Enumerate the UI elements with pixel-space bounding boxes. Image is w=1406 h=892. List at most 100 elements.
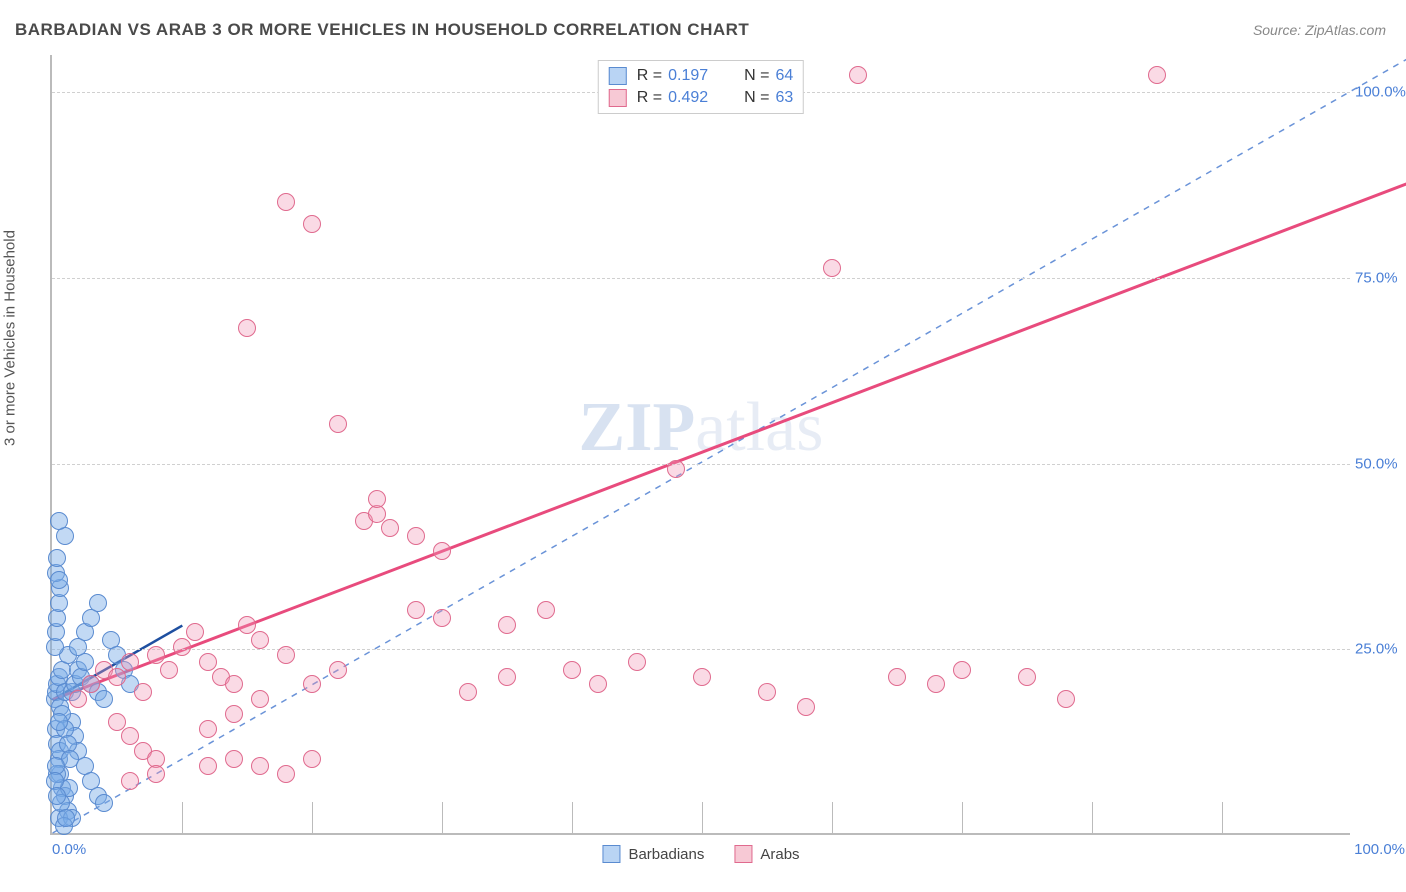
x-end-label: 100.0% xyxy=(1354,841,1405,858)
data-point xyxy=(1018,668,1036,686)
data-point xyxy=(459,683,477,701)
data-point xyxy=(50,571,68,589)
data-point xyxy=(199,653,217,671)
watermark: ZIPatlas xyxy=(579,388,824,468)
data-point xyxy=(225,750,243,768)
data-point xyxy=(927,675,945,693)
data-point xyxy=(563,661,581,679)
data-point xyxy=(95,794,113,812)
data-point xyxy=(251,631,269,649)
legend-row-barbadians: R = 0.197 N = 64 xyxy=(609,65,793,87)
data-point xyxy=(407,601,425,619)
x-tick xyxy=(572,802,573,833)
data-point xyxy=(225,675,243,693)
data-point xyxy=(303,215,321,233)
series-legend: Barbadians Arabs xyxy=(602,845,799,863)
r-label: R = xyxy=(637,67,662,85)
data-point xyxy=(69,690,87,708)
chart-title: BARBADIAN VS ARAB 3 OR MORE VEHICLES IN … xyxy=(15,20,749,40)
data-point xyxy=(407,527,425,545)
data-point xyxy=(498,616,516,634)
data-point xyxy=(628,653,646,671)
x-tick xyxy=(442,802,443,833)
data-point xyxy=(108,713,126,731)
data-point xyxy=(173,638,191,656)
data-point xyxy=(381,519,399,537)
y-tick-label: 25.0% xyxy=(1355,641,1406,658)
y-tick-label: 75.0% xyxy=(1355,269,1406,286)
data-point xyxy=(225,705,243,723)
data-point xyxy=(238,616,256,634)
data-point xyxy=(303,750,321,768)
y-tick-label: 50.0% xyxy=(1355,455,1406,472)
x-tick xyxy=(182,802,183,833)
data-point xyxy=(953,661,971,679)
data-point xyxy=(329,661,347,679)
barbadians-swatch-icon xyxy=(602,845,620,863)
data-point xyxy=(147,765,165,783)
data-point xyxy=(823,259,841,277)
data-point xyxy=(849,66,867,84)
arabs-swatch-icon xyxy=(734,845,752,863)
source-label: Source: ZipAtlas.com xyxy=(1253,22,1386,38)
gridline xyxy=(52,649,1350,650)
r-value-arabs: 0.492 xyxy=(668,89,728,107)
data-point xyxy=(50,713,68,731)
data-point xyxy=(199,757,217,775)
data-point xyxy=(277,646,295,664)
data-point xyxy=(277,193,295,211)
n-label: N = xyxy=(744,67,769,85)
legend-label-barbadians: Barbadians xyxy=(628,846,704,863)
legend-label-arabs: Arabs xyxy=(760,846,799,863)
data-point xyxy=(329,415,347,433)
watermark-zip: ZIP xyxy=(579,389,696,466)
x-tick xyxy=(832,802,833,833)
data-point xyxy=(95,690,113,708)
data-point xyxy=(251,757,269,775)
data-point xyxy=(82,675,100,693)
data-point xyxy=(160,661,178,679)
data-point xyxy=(238,319,256,337)
data-point xyxy=(199,720,217,738)
arabs-swatch-icon xyxy=(609,89,627,107)
trend-lines-svg xyxy=(52,55,1350,833)
r-value-barbadians: 0.197 xyxy=(668,67,728,85)
data-point xyxy=(537,601,555,619)
data-point xyxy=(1057,690,1075,708)
data-point xyxy=(48,549,66,567)
data-point xyxy=(121,653,139,671)
data-point xyxy=(693,668,711,686)
barbadians-swatch-icon xyxy=(609,67,627,85)
data-point xyxy=(121,772,139,790)
data-point xyxy=(758,683,776,701)
n-label: N = xyxy=(744,89,769,107)
data-point xyxy=(498,668,516,686)
data-point xyxy=(277,765,295,783)
data-point xyxy=(186,623,204,641)
data-point xyxy=(50,512,68,530)
data-point xyxy=(433,542,451,560)
plot-area: ZIPatlas R = 0.197 N = 64 R = 0.492 N = … xyxy=(50,55,1350,835)
data-point xyxy=(147,646,165,664)
data-point xyxy=(251,690,269,708)
data-point xyxy=(589,675,607,693)
x-tick xyxy=(1092,802,1093,833)
x-tick xyxy=(312,802,313,833)
data-point xyxy=(1148,66,1166,84)
data-point xyxy=(121,727,139,745)
gridline xyxy=(52,278,1350,279)
r-label: R = xyxy=(637,89,662,107)
data-point xyxy=(134,683,152,701)
legend-row-arabs: R = 0.492 N = 63 xyxy=(609,87,793,109)
x-tick xyxy=(1222,802,1223,833)
x-tick xyxy=(702,802,703,833)
data-point xyxy=(797,698,815,716)
data-point xyxy=(888,668,906,686)
data-point xyxy=(667,460,685,478)
n-value-barbadians: 64 xyxy=(775,67,793,85)
legend-item-barbadians: Barbadians xyxy=(602,845,704,863)
legend-item-arabs: Arabs xyxy=(734,845,799,863)
y-axis-label: 3 or more Vehicles in Household xyxy=(2,230,19,446)
y-tick-label: 100.0% xyxy=(1355,84,1406,101)
data-point xyxy=(48,787,66,805)
